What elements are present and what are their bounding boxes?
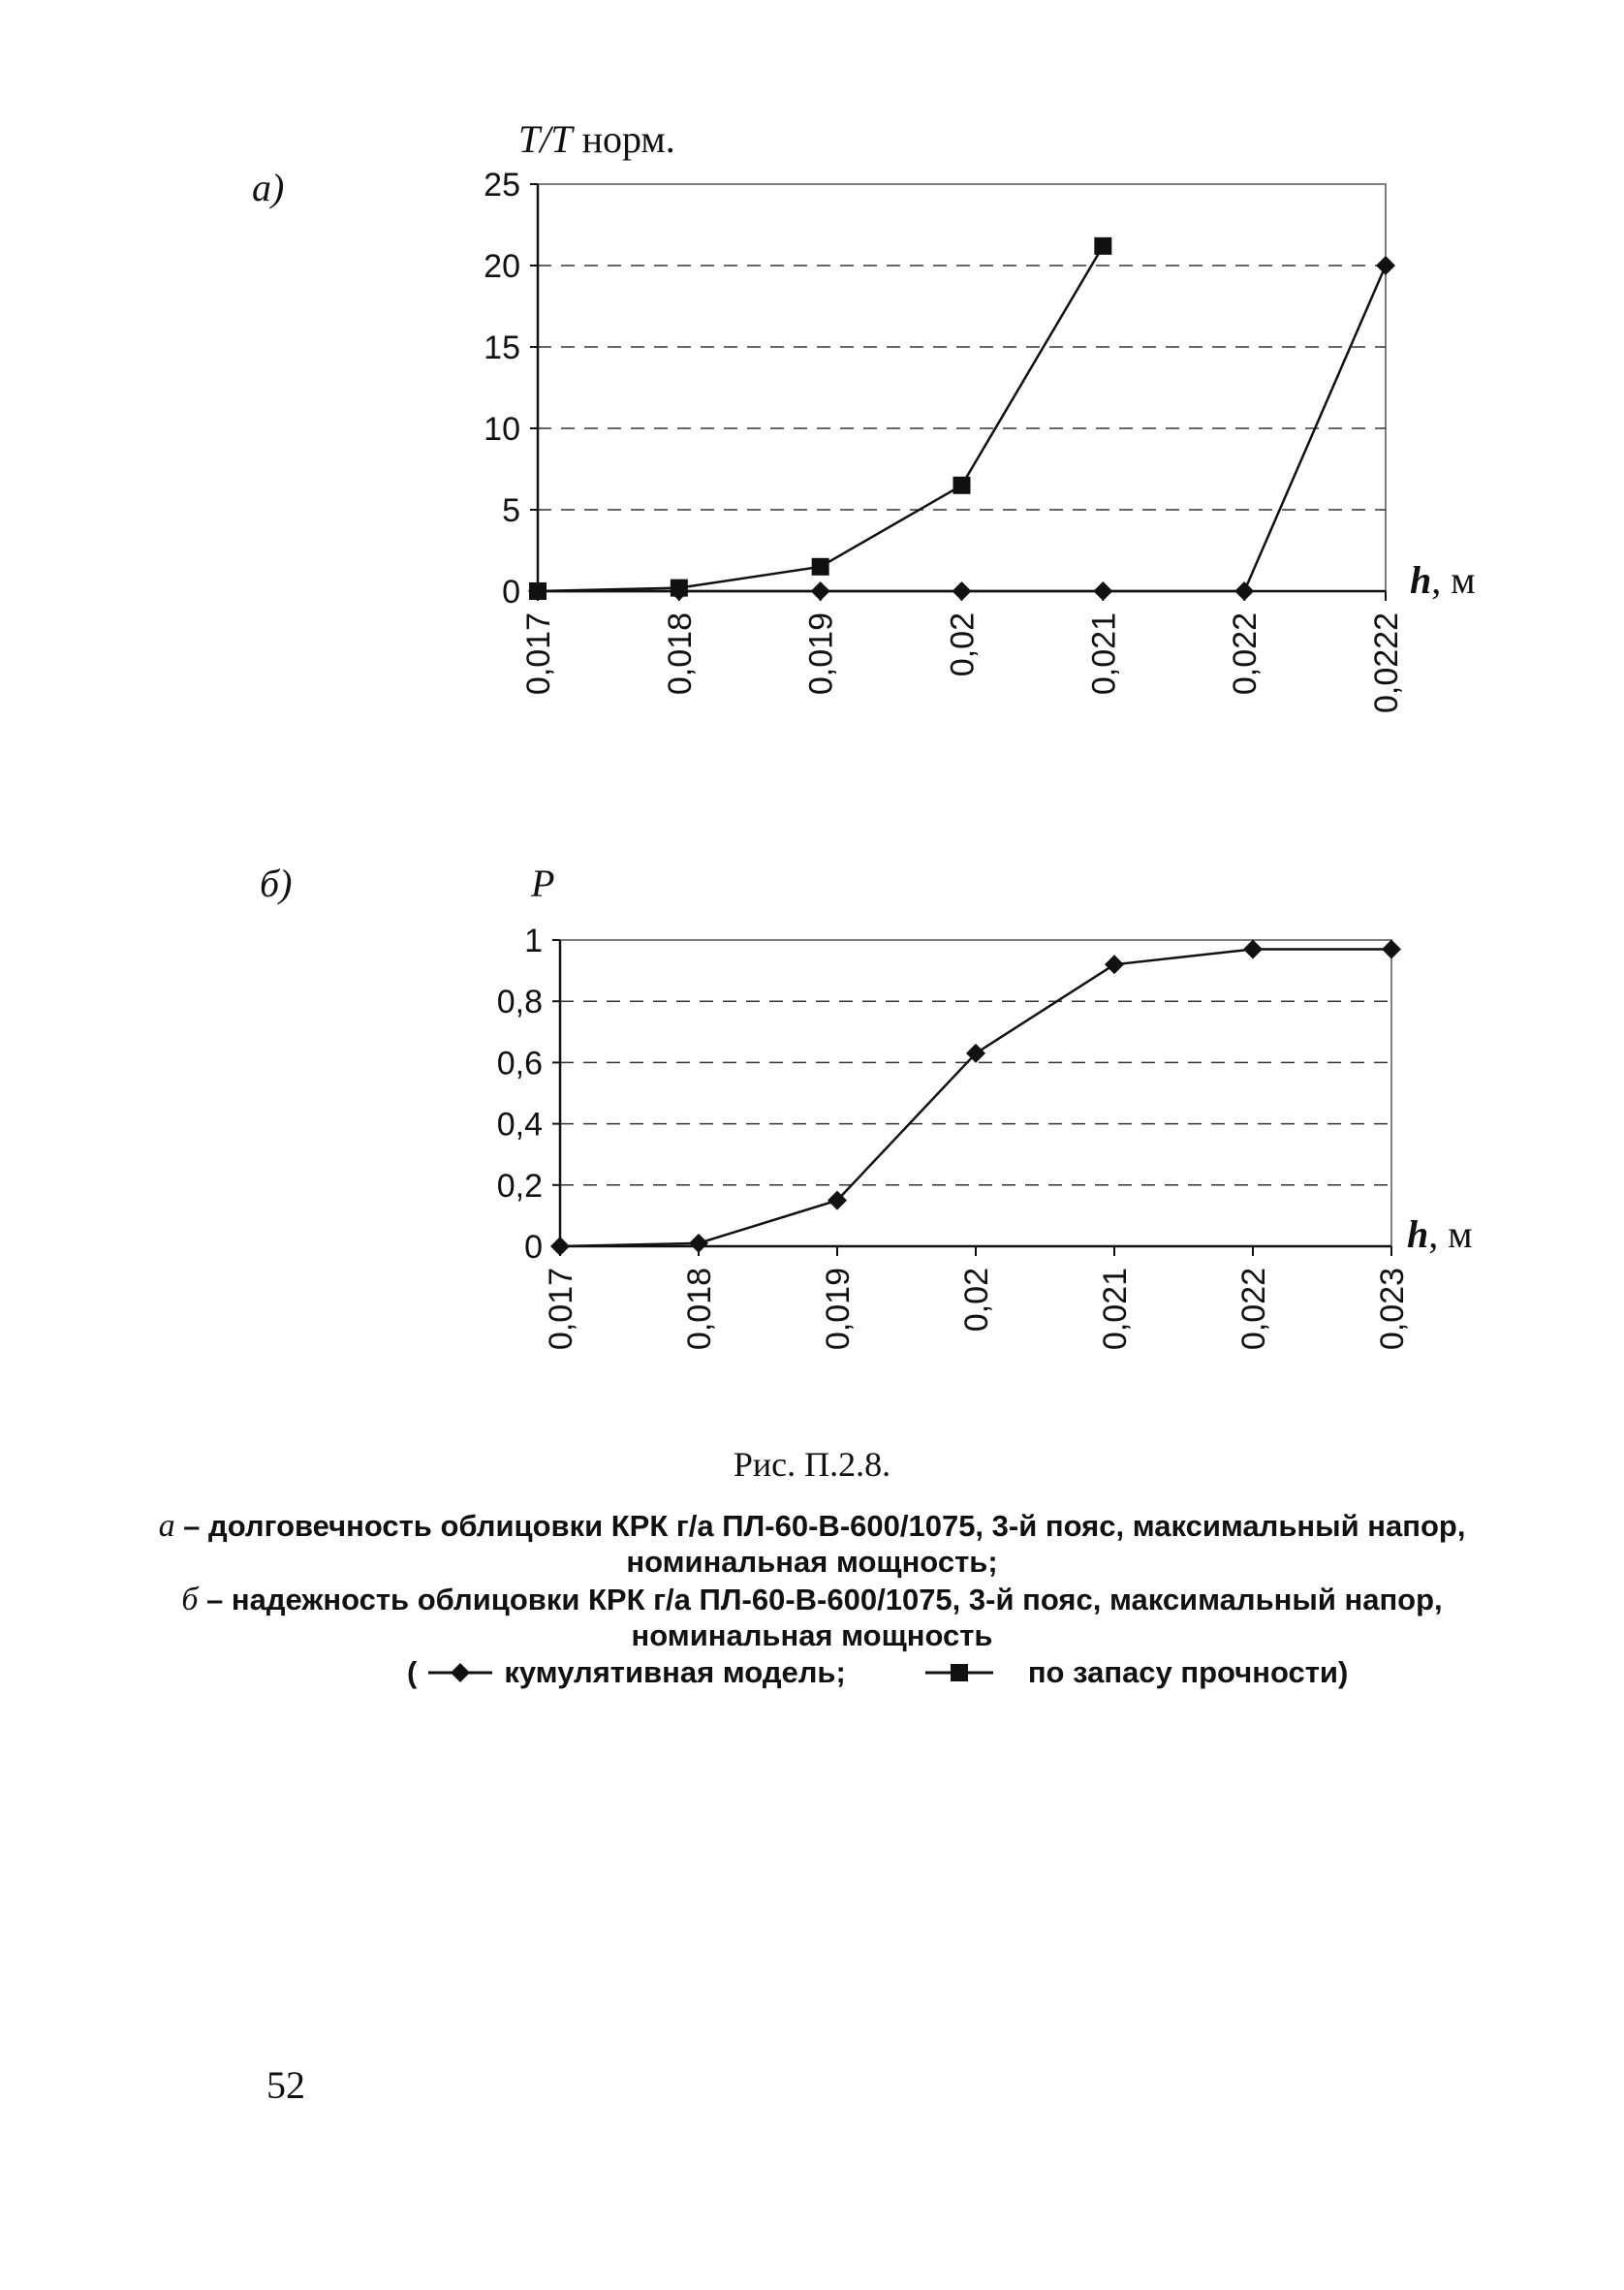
chart-b-series-0-point — [828, 1190, 847, 1210]
panel-a-xlabel-rest: , м — [1431, 558, 1476, 602]
panel-a-ylabel-rest: норм. — [572, 117, 675, 161]
legend-open-paren: ( — [407, 1655, 418, 1689]
chart-b-xtick-label: 0,019 — [820, 1268, 857, 1350]
chart-b-series-0-point — [1382, 939, 1401, 959]
panel-a-letter: а) — [252, 166, 285, 209]
chart-a-ytick-label: 20 — [484, 248, 520, 285]
legend-square-marker-icon — [924, 1664, 993, 1681]
chart-a-ytick-label: 0 — [502, 574, 520, 611]
chart-b-ytick-label: 0,4 — [497, 1107, 543, 1144]
chart-a-xtick-label: 0,017 — [520, 612, 557, 695]
chart-a-xtick-label: 0,0222 — [1368, 612, 1405, 713]
chart-a-series-1-point — [1094, 236, 1112, 255]
chart-a-series-0-point — [1093, 581, 1113, 601]
figure-title: Рис. П.2.8. — [733, 1445, 891, 1484]
chart-a-xtick-label: 0,022 — [1227, 612, 1264, 695]
chart-a-svg: 0 5 10 15 20 25 0,017 0,018 0,019 0,02 0,021 0,022 0… — [484, 167, 1405, 713]
chart-a-series-1-point — [953, 476, 971, 494]
legend-strength: по запасу прочности) — [1027, 1655, 1349, 1689]
panel-a-ylabel-italic: Т/Т — [518, 117, 573, 161]
caption-a-text: – долговечность облицовки КРК г/а ПЛ-60-… — [174, 1509, 1466, 1543]
chart-a-series-1-line — [537, 245, 1105, 593]
chart-b-series-0-line — [559, 948, 1391, 1248]
chart-b-ytick-label: 0,8 — [497, 984, 543, 1020]
caption-a-line1: а – долговечность облицовки КРК г/а ПЛ-6… — [0, 1508, 1624, 1545]
panel-b-xlabel: h, м — [1407, 1211, 1473, 1257]
caption-b-line1: б – надежность облицовки КРК г/а ПЛ-60-В… — [0, 1582, 1624, 1618]
panel-a-xlabel-italic: h — [1410, 558, 1432, 602]
chart-a-ytick-label: 5 — [502, 492, 520, 529]
chart-a-series-0-point — [1234, 581, 1255, 601]
chart-a-series-0-point — [1376, 256, 1395, 275]
chart-b-ytick-label: 0,2 — [497, 1168, 543, 1205]
chart-a-series-1-point — [670, 579, 688, 597]
chart-a-xtick-label: 0,021 — [1085, 612, 1122, 695]
chart-b-ytick-label: 0,6 — [497, 1045, 543, 1082]
chart-a-xtick-label: 0,019 — [803, 612, 840, 695]
legend-diamond-marker-icon — [428, 1663, 493, 1682]
panel-b-ylabel: Р — [531, 861, 554, 906]
chart-a-series-0-point — [810, 581, 830, 601]
chart-b-series-0-point — [966, 1043, 985, 1063]
chart-a: 0 5 10 15 20 25 0,017 0,018 0,019 0,02 0,021 0,022 0… — [0, 116, 1624, 756]
chart-b-ytick-label: 1 — [524, 923, 543, 959]
chart-a-xtick-label: 0,018 — [662, 612, 699, 695]
chart-b-series-0-point — [689, 1233, 708, 1253]
panel-b-letter: б) — [260, 862, 293, 905]
legend-cumulative: кумулятивная модель; — [504, 1655, 846, 1689]
chart-b-series-0-point — [1105, 955, 1124, 975]
chart-b-xtick-label: 0,023 — [1374, 1268, 1411, 1350]
chart-a-series-1-point — [811, 557, 829, 576]
panel-b-ylabel-italic: Р — [531, 862, 555, 905]
caption-b-lead: б — [181, 1582, 199, 1617]
chart-b-svg: 0 0,2 0,4 0,6 0,8 1 0,017 0,018 0,019 0,02 0,021 0,… — [497, 923, 1411, 1350]
chart-b-xtick-label: 0,02 — [958, 1268, 995, 1332]
panel-a-xlabel: h, м — [1410, 557, 1476, 603]
chart-a-plot-frame — [537, 183, 1387, 592]
chart-b-xtick-label: 0,018 — [681, 1268, 718, 1350]
chart-b-xtick-label: 0,022 — [1235, 1268, 1272, 1350]
caption-b-line2: номинальная мощность — [631, 1618, 993, 1652]
chart-b-series-0-point — [550, 1237, 570, 1256]
chart-a-series-1-point — [529, 582, 547, 600]
panel-b-xlabel-italic: h — [1407, 1212, 1429, 1256]
chart-b-ytick-label: 0 — [524, 1229, 543, 1266]
panel-a-ylabel: Т/Т норм. — [518, 116, 675, 162]
chart-b: 0 0,2 0,4 0,6 0,8 1 0,017 0,018 0,019 0,02 0,021 0,… — [0, 853, 1624, 1396]
chart-a-xtick-label: 0,02 — [945, 612, 982, 676]
chart-a-ytick-label: 25 — [484, 167, 520, 204]
caption-a-lead: а — [158, 1508, 175, 1544]
caption-b-text: – надежность облицовки КРК г/а ПЛ-60-В-6… — [198, 1583, 1443, 1616]
caption-a-line2: номинальная мощность; — [626, 1545, 998, 1579]
chart-b-plot-frame — [559, 939, 1392, 1247]
chart-b-series-0-point — [1243, 939, 1263, 959]
chart-a-series-0-point — [952, 581, 972, 601]
chart-a-ytick-label: 15 — [484, 329, 520, 366]
panel-b-xlabel-rest: , м — [1428, 1212, 1473, 1256]
legend: ( кумулятивная модель; по запасу прочнос… — [407, 1655, 1348, 1690]
chart-b-xtick-label: 0,021 — [1097, 1268, 1134, 1350]
chart-b-xtick-label: 0,017 — [543, 1268, 579, 1350]
chart-a-ytick-label: 10 — [484, 411, 520, 448]
page-number: 52 — [266, 2063, 305, 2107]
